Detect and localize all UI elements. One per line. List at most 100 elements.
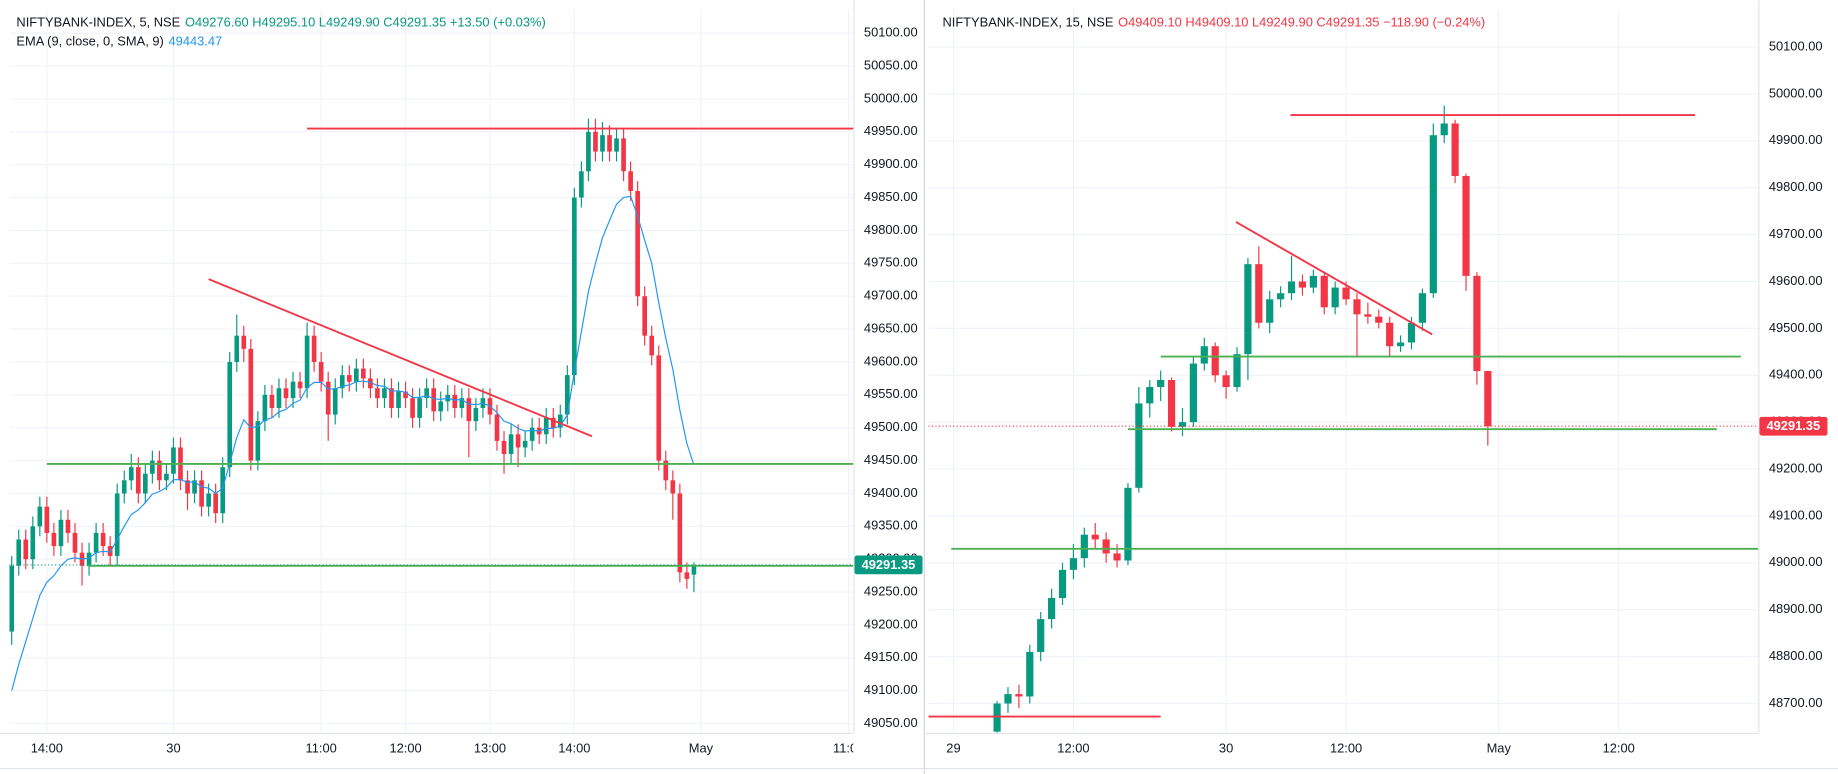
candle-body: [670, 480, 676, 494]
candle-body: [297, 381, 303, 389]
candle-body: [143, 473, 148, 494]
candle-body: [543, 417, 549, 435]
candle-body: [656, 355, 662, 461]
candle-body: [128, 467, 134, 481]
y-tick-label: 49600.00: [864, 353, 918, 368]
candle-body: [227, 361, 233, 468]
symbol-title: NIFTYBANK-INDEX, 15, NSE: [942, 15, 1113, 30]
candle-body: [1396, 342, 1405, 347]
y-tick-label: 49800.00: [1769, 179, 1823, 194]
y-tick-label: 49950.00: [864, 123, 918, 138]
y-tick-label: 48900.00: [1769, 601, 1823, 616]
candle-body: [424, 388, 429, 399]
candle-body: [508, 434, 514, 455]
candle-body: [1058, 569, 1067, 598]
candle-body: [1320, 275, 1328, 308]
candle-body: [1462, 176, 1470, 276]
candle-body: [1015, 694, 1023, 697]
y-tick-label: 49850.00: [864, 189, 918, 204]
candle-body: [206, 493, 211, 507]
candle-body: [564, 375, 570, 415]
plot-area: [9, 9, 854, 733]
y-tick-label: 49550.00: [864, 386, 918, 401]
candle-body: [290, 381, 296, 399]
y-tick-label: 49100.00: [864, 682, 918, 697]
candle-body: [1298, 281, 1307, 288]
candle-body: [1473, 275, 1481, 372]
candle-body: [635, 191, 640, 297]
x-tick-label: 29: [946, 741, 960, 756]
last-price-box: [854, 555, 923, 575]
y-tick-label: 49250.00: [864, 583, 918, 598]
candle-body: [1211, 346, 1219, 376]
y-tick-label: 49650.00: [864, 321, 918, 336]
candle-body: [171, 447, 176, 474]
candle-body: [431, 388, 437, 412]
candle-body: [550, 417, 556, 428]
candle-body: [276, 388, 282, 408]
candle-body: [375, 388, 380, 399]
y-tick-label: 49600.00: [1769, 273, 1823, 288]
candle-body: [691, 564, 697, 575]
candle-body: [607, 135, 612, 152]
candle-body: [1178, 422, 1187, 427]
candle-body: [1080, 534, 1088, 559]
candle-body: [586, 131, 591, 172]
indicator-name: EMA (9, close, 0, SMA, 9): [16, 34, 163, 49]
x-tick-label: 14:00: [31, 741, 63, 756]
candle-body: [403, 391, 408, 399]
candle-body: [1440, 123, 1448, 136]
y-tick-label: 49150.00: [864, 649, 918, 664]
y-tick-label: 50050.00: [864, 58, 918, 73]
candle-body: [58, 519, 64, 547]
candle-body: [1189, 363, 1197, 423]
candle-body: [522, 440, 528, 448]
y-tick-label: 49500.00: [864, 419, 918, 434]
candle-body: [572, 197, 577, 376]
y-tick-label: 49500.00: [1769, 320, 1823, 335]
candle-body: [1429, 135, 1437, 294]
y-tick-label: 50000.00: [1769, 85, 1823, 100]
candle-body: [1048, 597, 1056, 620]
candle-body: [9, 565, 15, 632]
candle-body: [192, 480, 197, 494]
header: NIFTYBANK-INDEX, 5, NSE O49276.60 H49295.…: [16, 15, 545, 30]
candle-body: [1004, 694, 1012, 704]
candle-body: [1342, 287, 1350, 300]
candle-body: [354, 368, 359, 382]
candle-body: [72, 532, 78, 553]
x-tick-label: 14:00: [558, 741, 590, 756]
candle-body: [1331, 287, 1339, 308]
candle-body: [368, 378, 373, 389]
candle-body: [1113, 553, 1121, 561]
drawn-line: [208, 278, 593, 438]
candle-body: [642, 296, 648, 336]
x-tick-label: 12:00: [1057, 741, 1089, 756]
candle-body: [621, 138, 626, 172]
candle-body: [37, 506, 43, 527]
candle-body: [1407, 322, 1416, 343]
y-tick-label: 49000.00: [1769, 554, 1823, 569]
y-tick-label: 49050.00: [864, 715, 918, 730]
candle-body: [1364, 314, 1372, 317]
candle-body: [1277, 293, 1285, 300]
drawn-line: [1235, 221, 1433, 336]
candle-body: [1484, 371, 1492, 427]
candle-body: [150, 460, 155, 474]
chart-panel: 49050.00 49100.00 49150.00 49200.00 49250.00…: [0, 0, 923, 756]
ema-line: [11, 195, 695, 691]
candle-body: [325, 381, 331, 415]
candle-body: [30, 526, 36, 560]
candle-body: [262, 394, 268, 422]
candle-body: [501, 440, 507, 455]
x-axis-labels: 29 12:00 30 12:00 May 12:00: [946, 741, 1635, 756]
x-tick-label: 12:00: [1330, 741, 1362, 756]
indicator-value: 49443.47: [169, 34, 223, 49]
candle-body: [157, 460, 162, 481]
candle-body: [269, 394, 275, 408]
candle-body: [466, 398, 472, 422]
candle-body: [199, 480, 204, 507]
y-tick-label: 49450.00: [864, 452, 918, 467]
candle-body: [1386, 322, 1394, 347]
y-tick-label: 49400.00: [864, 485, 918, 500]
